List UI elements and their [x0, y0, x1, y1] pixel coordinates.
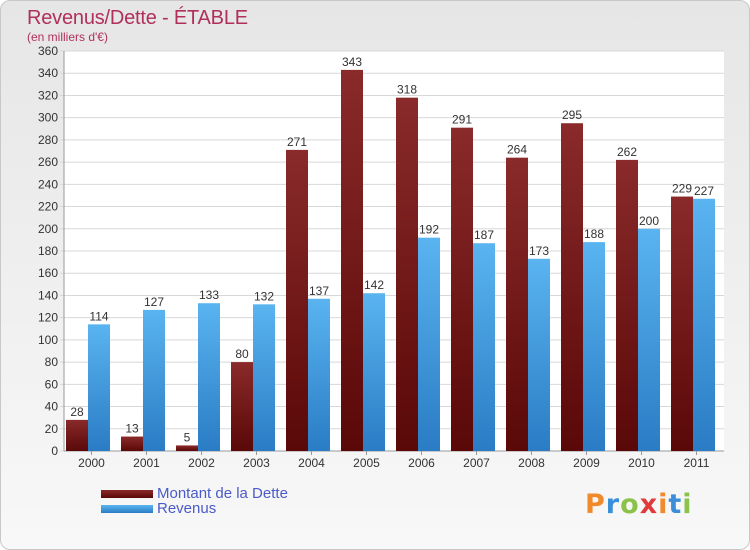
legend-label-debt: Montant de la Dette — [157, 485, 288, 502]
bar-dette-2000 — [66, 419, 88, 451]
y-tick-label: 340 — [38, 66, 58, 80]
x-tick-label: 2000 — [78, 456, 105, 470]
data-label: 192 — [419, 223, 439, 237]
logo-letter: P — [585, 489, 606, 520]
data-label: 28 — [70, 405, 84, 419]
legend-swatch-revenus — [101, 505, 153, 513]
y-tick-label: 360 — [38, 44, 58, 58]
y-tick-label: 300 — [38, 111, 58, 125]
x-tick-label: 2007 — [463, 456, 490, 470]
bar-dette-2006 — [396, 97, 418, 452]
logo-letter: o — [620, 489, 640, 520]
x-tick-label: 2002 — [188, 456, 215, 470]
data-label: 13 — [125, 422, 139, 436]
grid-lines — [60, 50, 724, 455]
logo-letter: r — [605, 489, 621, 520]
y-tick-label: 20 — [45, 422, 59, 436]
x-tick-label: 2010 — [628, 456, 655, 470]
data-label: 133 — [199, 288, 219, 302]
data-label: 271 — [287, 135, 307, 149]
data-label: 187 — [474, 228, 494, 242]
data-label: 5 — [184, 430, 191, 444]
x-tick-label: 2008 — [518, 456, 545, 470]
x-tick-label: 2011 — [684, 456, 710, 470]
y-tick-label: 60 — [45, 377, 59, 391]
bar-revenus-2009 — [583, 242, 605, 451]
data-label: 200 — [639, 214, 659, 228]
bar-dette-2009 — [561, 123, 583, 451]
x-tick-label: 2005 — [353, 456, 380, 470]
bar-dette-2005 — [341, 69, 363, 451]
bar-revenus-2000 — [88, 324, 110, 451]
bar-dette-2003 — [231, 362, 253, 451]
logo-letter: i — [658, 489, 669, 520]
bar-revenus-2011 — [693, 198, 715, 451]
y-tick-label: 320 — [38, 88, 58, 102]
data-label: 291 — [452, 113, 472, 127]
y-tick-label: 0 — [51, 444, 58, 458]
bar-revenus-2001 — [143, 309, 165, 451]
logo-letter: i — [682, 489, 693, 520]
y-tick-label: 120 — [38, 311, 58, 325]
y-tick-label: 260 — [38, 155, 58, 169]
y-tick-label: 80 — [45, 355, 59, 369]
bar-revenus-2006 — [418, 237, 440, 451]
bar-dette-2008 — [506, 157, 528, 451]
y-tick-label: 240 — [38, 177, 58, 191]
bar-dette-2004 — [286, 149, 308, 451]
bar-dette-2010 — [616, 159, 638, 451]
y-tick-label: 220 — [38, 200, 58, 214]
data-label: 343 — [342, 55, 362, 69]
bar-dette-2002 — [176, 445, 198, 451]
y-tick-label: 140 — [38, 288, 58, 302]
bars — [66, 69, 715, 452]
data-label: 227 — [694, 184, 714, 198]
data-label: 132 — [254, 289, 274, 303]
data-label: 318 — [397, 83, 417, 97]
legend-swatch-debt — [101, 490, 153, 498]
data-label: 80 — [235, 347, 249, 361]
labels: 0 20 40 60 80 100 120 140 160 180 200 220 240 260 280 3… — [38, 44, 714, 470]
logo-letter: t — [668, 489, 683, 520]
data-label: 127 — [144, 295, 164, 309]
bar-revenus-2002 — [198, 303, 220, 451]
y-tick-label: 40 — [45, 400, 59, 414]
y-tick-label: 100 — [38, 333, 58, 347]
chart-subtitle: (en milliers d'€) — [27, 30, 108, 44]
data-label: 114 — [89, 309, 108, 323]
data-label: 188 — [584, 227, 604, 241]
bar-dette-2007 — [451, 127, 473, 452]
data-label: 295 — [562, 108, 582, 122]
data-label: 173 — [529, 244, 549, 258]
data-label: 142 — [364, 278, 384, 292]
bar-revenus-2007 — [473, 243, 495, 451]
legend-label-revenus: Revenus — [157, 500, 217, 517]
data-label: 229 — [672, 182, 692, 196]
bar-revenus-2010 — [638, 228, 660, 451]
data-label: 264 — [507, 143, 527, 157]
bar-revenus-2003 — [253, 304, 275, 451]
bar-revenus-2005 — [363, 293, 385, 451]
x-tick-label: 2001 — [133, 456, 160, 470]
y-tick-label: 180 — [38, 244, 58, 258]
x-tick-label: 2004 — [298, 456, 325, 470]
data-label: 137 — [309, 284, 329, 298]
x-tick-label: 2006 — [408, 456, 435, 470]
logo-letter: x — [639, 489, 659, 520]
y-tick-label: 200 — [38, 222, 58, 236]
bar-revenus-2008 — [528, 258, 550, 451]
x-tick-label: 2003 — [243, 456, 270, 470]
proxiti-logo: Proxiti — [585, 489, 693, 520]
bar-revenus-2004 — [308, 298, 330, 451]
bar-dette-2001 — [121, 436, 143, 451]
y-tick-label: 160 — [38, 266, 58, 280]
data-label: 262 — [617, 145, 637, 159]
y-tick-label: 280 — [38, 133, 58, 147]
chart-title: Revenus/Dette - ÉTABLE — [27, 7, 248, 29]
x-tick-label: 2009 — [573, 456, 600, 470]
bar-dette-2011 — [671, 196, 693, 451]
